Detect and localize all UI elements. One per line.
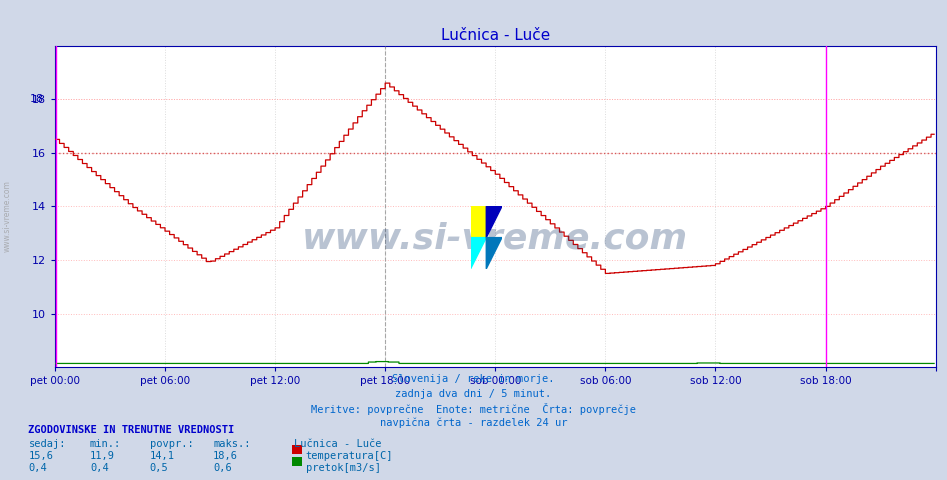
Text: pretok[m3/s]: pretok[m3/s] xyxy=(306,463,381,473)
Text: 14,1: 14,1 xyxy=(150,451,174,461)
Text: sedaj:: sedaj: xyxy=(28,439,66,449)
Text: 18,6: 18,6 xyxy=(213,451,238,461)
Text: 15,6: 15,6 xyxy=(28,451,53,461)
Text: povpr.:: povpr.: xyxy=(150,439,193,449)
Text: Slovenija / reke in morje.: Slovenija / reke in morje. xyxy=(392,374,555,384)
Text: 0,4: 0,4 xyxy=(28,463,47,473)
Text: Meritve: povprečne  Enote: metrične  Črta: povprečje: Meritve: povprečne Enote: metrične Črta:… xyxy=(311,403,636,415)
Text: www.si-vreme.com: www.si-vreme.com xyxy=(3,180,12,252)
Text: temperatura[C]: temperatura[C] xyxy=(306,451,393,461)
Title: Lučnica - Luče: Lučnica - Luče xyxy=(440,28,550,43)
Text: ZGODOVINSKE IN TRENUTNE VREDNOSTI: ZGODOVINSKE IN TRENUTNE VREDNOSTI xyxy=(28,425,235,435)
Text: 0,4: 0,4 xyxy=(90,463,109,473)
Polygon shape xyxy=(471,238,487,269)
Text: zadnja dva dni / 5 minut.: zadnja dva dni / 5 minut. xyxy=(396,389,551,399)
Text: 11,9: 11,9 xyxy=(90,451,115,461)
Bar xyxy=(471,206,487,238)
Text: maks.:: maks.: xyxy=(213,439,251,449)
Text: www.si-vreme.com: www.si-vreme.com xyxy=(302,222,688,255)
Polygon shape xyxy=(487,238,502,269)
Text: Lučnica - Luče: Lučnica - Luče xyxy=(294,439,381,449)
Text: 0,6: 0,6 xyxy=(213,463,232,473)
Text: 0,5: 0,5 xyxy=(150,463,169,473)
Text: 18: 18 xyxy=(30,94,45,104)
Polygon shape xyxy=(487,206,502,238)
Text: min.:: min.: xyxy=(90,439,121,449)
Text: navpična črta - razdelek 24 ur: navpična črta - razdelek 24 ur xyxy=(380,418,567,428)
